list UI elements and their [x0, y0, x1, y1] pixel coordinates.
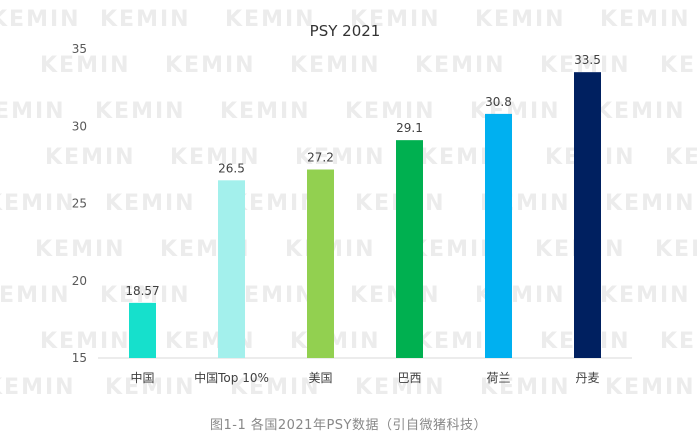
watermark-text: KEMIN: [95, 99, 186, 124]
watermark-text: KEMIN: [605, 375, 696, 400]
bar: [396, 140, 423, 358]
bar: [218, 180, 245, 358]
figure-caption: 图1-1 各国2021年PSY数据（引自微猪科技）: [210, 418, 487, 433]
watermark-text: KEMIN: [100, 7, 191, 32]
data-label: 26.5: [218, 161, 245, 175]
watermark-text: KEMIN: [105, 191, 196, 216]
bars: 18.57 中国 26.5 中国Top 10% 27.2 美国 29.1 巴西 30.8 荷兰 33…: [125, 53, 601, 385]
watermark-text: KEMIN: [410, 237, 501, 262]
watermark-text: KEMIN: [0, 99, 66, 124]
y-tick-label: 30: [72, 119, 87, 133]
data-label: 30.8: [485, 95, 512, 109]
chart-title: PSY 2021: [310, 22, 381, 40]
chart-area: KEMIN KEMIN KEMIN KEMIN KEMIN KEMIN KEMIN KEMIN…: [0, 7, 697, 400]
watermark-text: KEMIN: [345, 99, 436, 124]
watermark-text: KEMIN: [0, 375, 76, 400]
watermark-text: KEMIN: [350, 7, 441, 32]
watermark-text: KEMIN: [0, 283, 71, 308]
watermark-text: KEMIN: [295, 145, 386, 170]
watermark-text: KEMIN: [40, 53, 131, 78]
y-tick-label: 25: [72, 197, 87, 211]
y-tick-label: 15: [72, 351, 87, 365]
category-label: 荷兰: [486, 371, 510, 385]
watermark-text: KEMIN: [35, 237, 126, 262]
category-label: 巴西: [397, 371, 421, 385]
data-label: 18.57: [125, 284, 159, 298]
bar: [485, 113, 512, 358]
data-label: 27.2: [307, 151, 334, 165]
watermark-text: KEMIN: [40, 329, 131, 354]
watermark-text: KEMIN: [165, 53, 256, 78]
watermark-text: KEMIN: [0, 191, 76, 216]
y-axis: 15 20 25 30 35: [72, 42, 87, 365]
data-label: 33.5: [574, 53, 601, 67]
category-label: 中国: [130, 370, 154, 385]
watermark-text: KEMIN: [415, 53, 506, 78]
watermark-text: KEMIN: [660, 329, 697, 354]
watermark-text: KEMIN: [660, 53, 697, 78]
watermark-text: KEMIN: [655, 237, 697, 262]
watermark-text: KEMIN: [290, 53, 381, 78]
watermark-text: KEMIN: [355, 375, 446, 400]
watermark-text: KEMIN: [230, 375, 321, 400]
watermark-text: KEMIN: [595, 99, 686, 124]
watermark-text: KEMIN: [0, 7, 81, 32]
watermark-text: KEMIN: [470, 99, 561, 124]
bar: [129, 302, 156, 358]
bar: [307, 169, 334, 358]
watermark-text: KEMIN: [290, 329, 381, 354]
category-label: 中国Top 10%: [194, 370, 269, 385]
category-label: 丹麦: [575, 371, 599, 385]
watermark-text: KEMIN: [225, 7, 316, 32]
watermark-text: KEMIN: [600, 283, 691, 308]
watermark-text: KEMIN: [665, 145, 697, 170]
watermark-text: KEMIN: [605, 191, 696, 216]
y-tick-label: 20: [72, 274, 87, 288]
category-label: 美国: [308, 371, 332, 385]
watermark-text: KEMIN: [600, 7, 691, 32]
watermark-text: KEMIN: [45, 145, 136, 170]
watermark-text: KEMIN: [220, 99, 311, 124]
data-label: 29.1: [396, 121, 423, 135]
watermark-text: KEMIN: [170, 145, 261, 170]
y-tick-label: 35: [72, 42, 87, 56]
watermark-text: KEMIN: [475, 7, 566, 32]
watermark-text: KEMIN: [350, 283, 441, 308]
bar-chart: KEMIN KEMIN KEMIN KEMIN KEMIN KEMIN KEMIN KEMIN…: [0, 7, 697, 400]
watermark-text: KEMIN: [480, 375, 571, 400]
watermark-text: KEMIN: [105, 375, 196, 400]
bar: [574, 72, 601, 359]
